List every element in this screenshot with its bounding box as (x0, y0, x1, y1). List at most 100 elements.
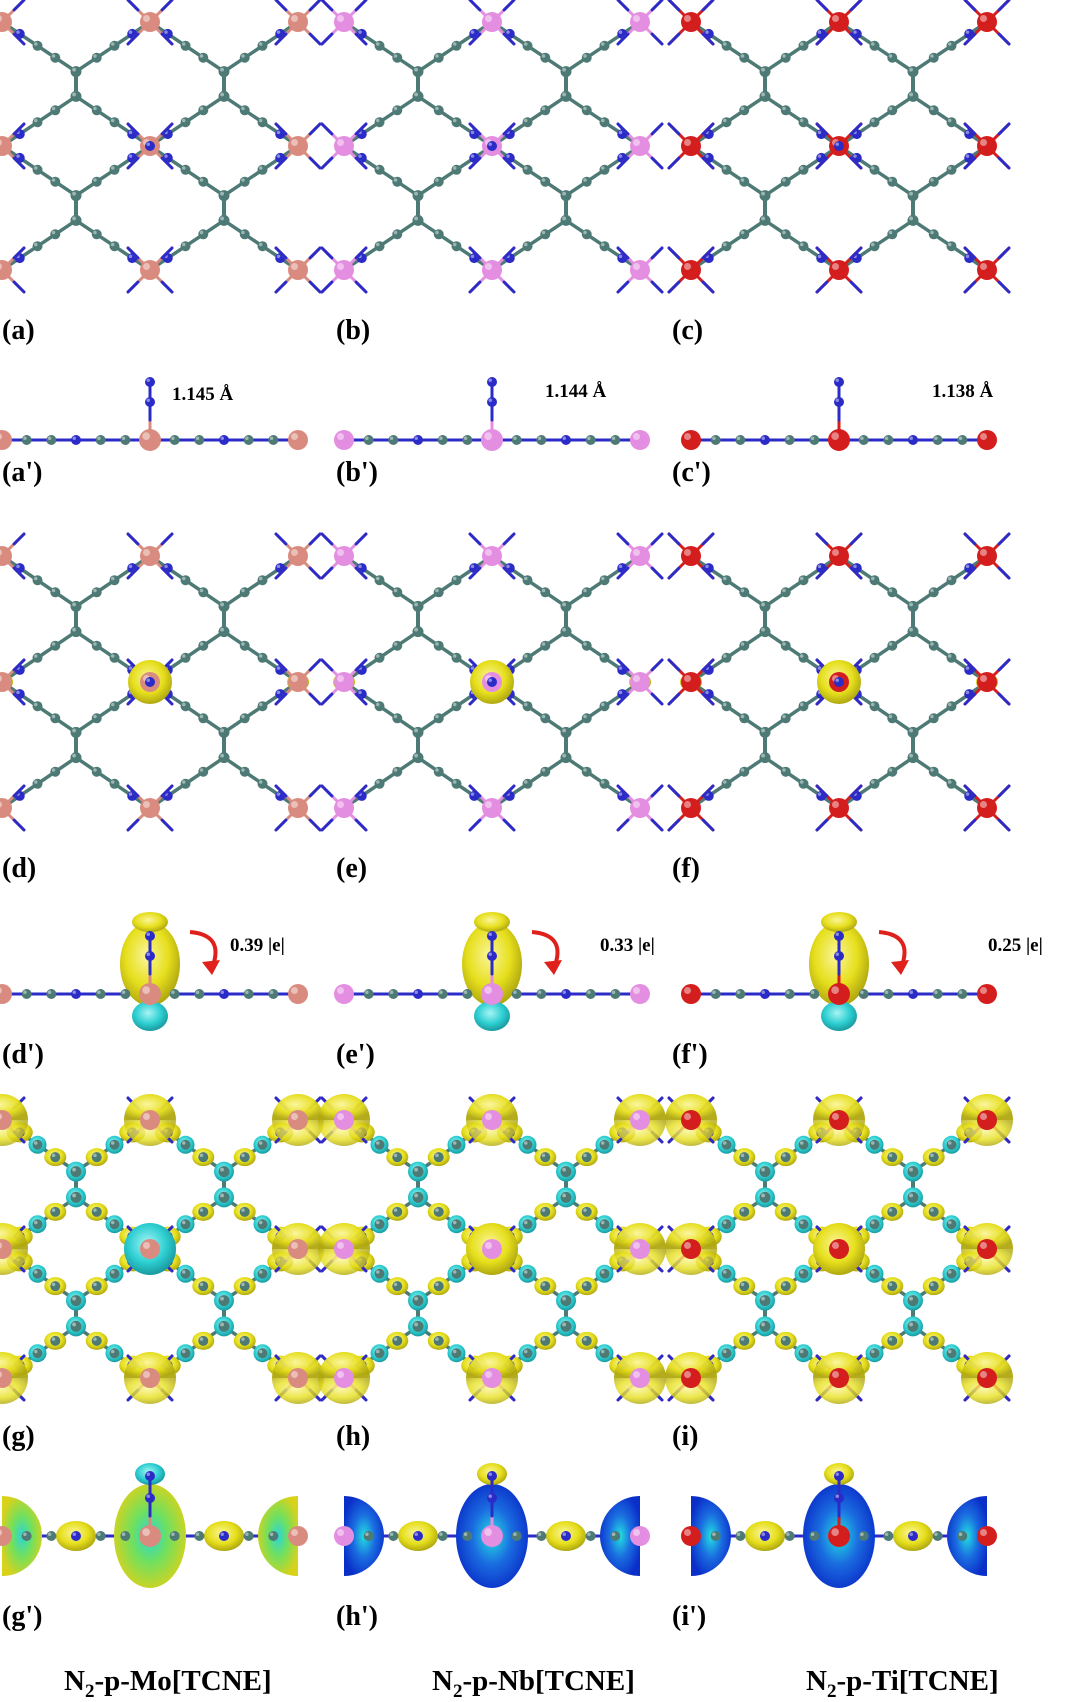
carbon-atom-body (218, 1295, 230, 1307)
metal-atom-highlight (337, 1242, 344, 1249)
carbon-atom-body (180, 701, 191, 712)
metal-atom (140, 1110, 160, 1130)
side-atom-body (46, 989, 57, 999)
metal-stub-n (616, 658, 630, 672)
carbon-atom (198, 176, 209, 187)
carbon-atom-highlight (199, 588, 204, 593)
metal-atom (829, 1110, 849, 1130)
carbon-atom (907, 1320, 919, 1332)
side-atom-highlight (909, 1532, 913, 1536)
carbon-atom-body (109, 778, 120, 789)
carbon-atom-highlight (799, 780, 804, 784)
carbon-atom-body (946, 1139, 957, 1150)
nitrogen-atom-highlight (276, 564, 281, 569)
side-atom-body (858, 1531, 869, 1541)
carbon-atom (946, 1139, 957, 1150)
carbon-atom-body (798, 701, 809, 712)
carbon-atom (907, 726, 919, 738)
side-atom (610, 435, 621, 445)
charge-halfdome (124, 1378, 176, 1404)
metal-atom-body (288, 546, 308, 566)
side-atom-highlight (513, 990, 517, 994)
carbon-atom-highlight (723, 242, 727, 247)
metal-atom-body (140, 798, 160, 818)
metal-atom (630, 1239, 650, 1259)
carbon-atom-highlight (761, 191, 765, 196)
metal-stub-n (468, 532, 482, 546)
metal-stub-n (354, 156, 368, 170)
carbon-atom-body (759, 90, 771, 102)
bond-length-mo: 1.145 Å (172, 384, 234, 405)
carbon-atom-body (907, 214, 919, 226)
metal-stub-n (502, 122, 516, 136)
metal-atom (288, 1239, 308, 1259)
metal-stub-n (160, 32, 174, 46)
charge-halfdome (124, 1352, 176, 1378)
metal-atom-highlight (832, 263, 839, 270)
metal-atom-highlight (143, 549, 150, 556)
carbon-atom (869, 1139, 880, 1150)
carbon-atom-body (599, 1268, 610, 1279)
carbon-atom-body (198, 587, 209, 598)
carbon-atom-highlight (888, 642, 893, 646)
carbon-atom-highlight (93, 106, 97, 111)
carbon-atom (887, 1152, 898, 1163)
side-atom (169, 989, 180, 999)
carbon-atom-highlight (723, 654, 727, 658)
carbon-atom (198, 105, 209, 116)
metal-atom-side-center-highlight (142, 986, 150, 995)
carbon-atom (887, 766, 898, 777)
carbon-atom-body (32, 575, 43, 586)
side-atom-body (95, 989, 106, 999)
carbon-atom-highlight (909, 627, 913, 632)
carbon-atom-highlight (947, 1220, 952, 1225)
carbon-atom-highlight (34, 702, 38, 707)
carbon-atom-body (239, 587, 250, 598)
nitrogen-atom-highlight (358, 154, 362, 158)
side-atom-body (363, 989, 374, 999)
metal-atom-body (630, 12, 650, 32)
carbon-atom-highlight (871, 118, 875, 123)
side-atom-body (194, 989, 205, 999)
metal-stub-n (667, 566, 681, 580)
carbon-atom-body (392, 766, 403, 777)
adsorbed-n2-top-highlight (835, 142, 839, 146)
carbon-atom-highlight (524, 166, 528, 170)
carbon-atom (869, 1348, 880, 1359)
metal-atom-highlight (337, 139, 344, 146)
carbon-atom-highlight (72, 753, 76, 758)
carbon-atom (946, 40, 957, 51)
carbon-atom (522, 1348, 533, 1359)
metal-atom-body (0, 260, 12, 280)
metal-stub-n (667, 784, 681, 798)
carbon-atom-highlight (72, 1193, 76, 1198)
carbon-atom-body (581, 587, 592, 598)
side-atom-highlight (537, 990, 542, 994)
carbon-atom-highlight (562, 753, 566, 758)
carbon-atom (50, 52, 61, 63)
metal-stub-n (650, 246, 664, 260)
carbon-atom-body (412, 66, 424, 78)
carbon-atom-highlight (562, 1167, 566, 1172)
charge-halfdome (318, 1223, 370, 1249)
side-atom (169, 1531, 180, 1541)
carbon-atom-highlight (93, 1282, 97, 1287)
carbon-atom-body (780, 229, 791, 240)
metal-atom-highlight (337, 801, 344, 808)
metal-atom (630, 1110, 650, 1130)
side-atom-body (883, 435, 894, 445)
side-atom-body (883, 989, 894, 999)
carbon-atom-highlight (393, 54, 398, 58)
metal-stub-n (701, 566, 715, 580)
metal-stub-n (650, 280, 664, 294)
metal-atom (829, 1368, 849, 1388)
carbon-atom (887, 640, 898, 651)
carbon-atom (869, 40, 880, 51)
carbon-atom-body (433, 1152, 444, 1163)
side-atom-highlight (761, 990, 765, 994)
carbon-atom (374, 1139, 385, 1150)
carbon-atom-highlight (761, 1167, 765, 1172)
charge-halfdome (124, 1120, 176, 1146)
carbon-atom-body (739, 766, 750, 777)
carbon-atom (721, 1219, 732, 1230)
